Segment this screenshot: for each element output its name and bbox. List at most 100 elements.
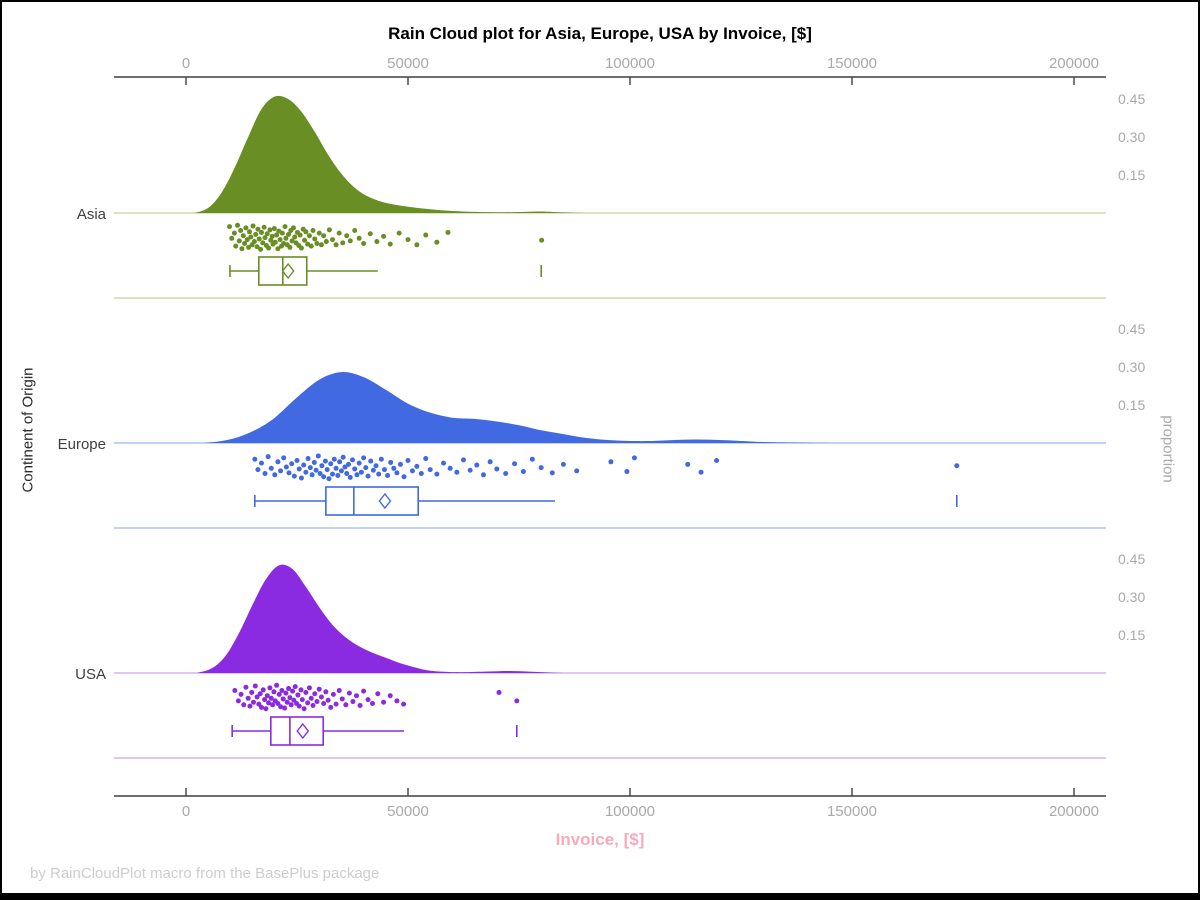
- usa-scatter-point: [299, 697, 305, 703]
- usa-scatter-point: [282, 705, 288, 711]
- usa-scatter-point: [496, 689, 502, 695]
- europe-scatter-point: [331, 456, 337, 462]
- asia-scatter-point: [434, 239, 440, 245]
- europe-scatter-point: [262, 471, 268, 476]
- europe-scatter-point: [529, 456, 535, 462]
- europe-scatter-point: [350, 457, 355, 463]
- europe-scatter-point: [346, 461, 352, 467]
- usa-scatter-point: [394, 698, 400, 704]
- asia-scatter-point: [229, 235, 235, 241]
- usa-scatter-point: [339, 696, 345, 702]
- europe-scatter-point: [520, 469, 526, 475]
- europe-scatter-point: [368, 458, 374, 464]
- usa-scatter-point: [290, 688, 296, 694]
- x-tick-label: 150000: [827, 55, 877, 72]
- usa-scatter-point: [306, 685, 312, 691]
- asia-scatter-point: [356, 235, 362, 241]
- asia-scatter-point: [244, 237, 250, 243]
- usa-scatter-point: [381, 699, 387, 705]
- usa-scatter-point: [365, 697, 371, 703]
- proportion-tick-label: 0.45: [1118, 321, 1145, 337]
- asia-scatter-point: [298, 245, 304, 251]
- asia-scatter-point: [396, 230, 402, 236]
- usa-scatter-point: [514, 698, 520, 704]
- asia-scatter-point: [260, 240, 266, 246]
- usa-scatter-point: [238, 691, 244, 697]
- usa-scatter-point: [312, 691, 318, 697]
- usa-scatter-point: [280, 696, 286, 702]
- usa-scatter-point: [321, 701, 327, 706]
- asia-scatter-point: [340, 240, 346, 246]
- asia-scatter-point: [539, 237, 545, 243]
- asia-scatter-point: [445, 229, 451, 235]
- asia-scatter-point: [275, 246, 281, 252]
- europe-scatter-point: [286, 470, 292, 476]
- asia-scatter-point: [236, 238, 242, 244]
- proportion-tick-label: 0.15: [1118, 627, 1145, 643]
- europe-scatter-point: [487, 459, 493, 465]
- usa-scatter-point: [375, 691, 381, 697]
- usa-scatter-point: [245, 695, 251, 701]
- usa-scatter-point: [284, 699, 290, 705]
- x-tick-label: 200000: [1049, 803, 1099, 820]
- usa-scatter-point: [295, 692, 301, 698]
- asia-scatter-point: [423, 232, 429, 238]
- europe-scatter-point: [321, 474, 327, 480]
- asia-scatter-point: [262, 235, 268, 241]
- asia-scatter-point: [318, 242, 324, 248]
- asia-scatter-point: [306, 233, 312, 239]
- europe-scatter-point: [631, 455, 637, 461]
- asia-scatter-point: [248, 234, 254, 240]
- x-tick-label: 0: [182, 55, 190, 72]
- europe-scatter-point: [467, 467, 473, 473]
- asia-scatter-point: [240, 233, 246, 239]
- usa-scatter-point: [350, 699, 356, 705]
- europe-scatter-point: [434, 471, 440, 477]
- asia-scatter-point: [387, 241, 393, 247]
- europe-scatter-point: [291, 473, 297, 479]
- x-tick-label: 150000: [827, 803, 877, 820]
- europe-scatter-point: [397, 461, 403, 467]
- asia-scatter-point: [246, 244, 252, 250]
- europe-scatter-point: [391, 465, 397, 471]
- usa-scatter-point: [288, 702, 294, 708]
- proportion-tick-label: 0.30: [1118, 359, 1145, 375]
- asia-scatter-point: [267, 227, 273, 233]
- asia-scatter-point: [405, 237, 411, 243]
- usa-scatter-point: [232, 688, 238, 693]
- europe-scatter-point: [335, 472, 341, 478]
- asia-scatter-point: [333, 242, 339, 248]
- asia-scatter-point: [271, 226, 277, 232]
- usa-scatter-point: [361, 688, 367, 694]
- asia-scatter-point: [321, 233, 327, 239]
- europe-scatter-point: [337, 459, 343, 465]
- europe-scatter-point: [315, 453, 321, 459]
- usa-scatter-point: [271, 689, 277, 695]
- europe-scatter-point: [298, 475, 304, 481]
- asia-scatter-point: [347, 238, 353, 244]
- usa-scatter-point: [258, 704, 264, 710]
- asia-scatter-point: [326, 227, 332, 233]
- asia-scatter-point: [290, 225, 296, 231]
- europe-scatter-point: [340, 454, 346, 460]
- europe-scatter-point: [275, 459, 281, 465]
- europe-mean-diamond: [378, 492, 392, 510]
- europe-scatter-point: [394, 470, 400, 476]
- asia-scatter-point: [261, 224, 267, 230]
- europe-scatter-point: [512, 461, 518, 467]
- europe-scatter-point: [574, 468, 580, 474]
- usa-scatter-point: [241, 702, 247, 708]
- europe-scatter-point: [538, 465, 544, 471]
- usa-scatter-point: [369, 701, 375, 706]
- asia-scatter-point: [251, 239, 257, 245]
- asia-scatter-point: [255, 226, 261, 232]
- asia-scatter-point: [231, 230, 237, 236]
- asia-scatter-point: [272, 239, 278, 245]
- usa-scatter-point: [316, 686, 322, 692]
- europe-scatter-point: [549, 470, 555, 476]
- asia-scatter-point: [239, 246, 245, 252]
- x-tick-label: 200000: [1049, 55, 1099, 72]
- asia-scatter-point: [235, 222, 241, 228]
